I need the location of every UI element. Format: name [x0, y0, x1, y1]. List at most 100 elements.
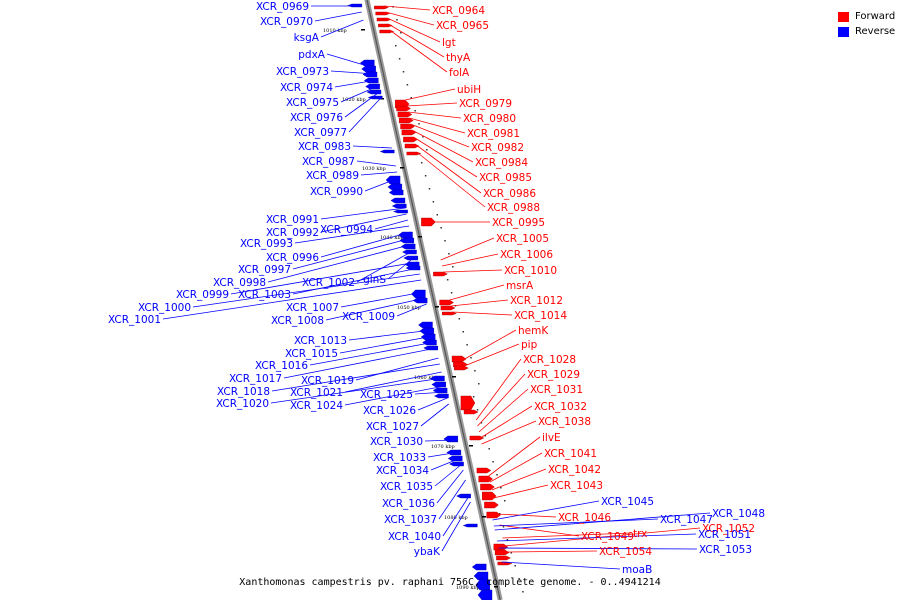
reverse-leader-line: [339, 335, 434, 354]
reverse-gene-label: XCR_1033: [373, 452, 426, 464]
forward-leader-line: [388, 23, 445, 58]
reverse-gene-label: pdxA: [298, 49, 326, 61]
reverse-gene-arrow: [363, 77, 379, 84]
forward-swatch: [838, 11, 849, 22]
forward-gene-label: XCR_0979: [459, 98, 512, 110]
forward-gene-label: XCR_0964: [432, 5, 485, 17]
reverse-gene-label: XCR_1024: [290, 400, 343, 412]
reverse-gene-label: XCR_1036: [382, 498, 435, 510]
reverse-gene-label: XCR_1026: [363, 405, 416, 417]
marker-dot: [470, 357, 472, 359]
reverse-leader-line: [355, 357, 439, 381]
forward-gene-label: XCR_0982: [471, 142, 524, 154]
forward-gene-arrow: [484, 501, 499, 509]
marker-dot: [422, 136, 424, 138]
marker-dot: [424, 175, 427, 177]
forward-leader-line: [489, 452, 543, 483]
reverse-gene-label: XCR_1030: [370, 436, 423, 448]
reverse-leader-line: [387, 255, 417, 280]
reverse-gene-arrow: [423, 345, 439, 351]
reverse-gene-label: XCR_1040: [388, 531, 441, 543]
legend-label-forward: Forward: [855, 11, 896, 22]
tick-mark: [435, 306, 439, 308]
reverse-leader-line: [352, 145, 392, 149]
tick-label: 1040 kbp: [380, 235, 404, 241]
reverse-gene-arrow: [447, 455, 463, 462]
reverse-gene-label: XCR_1001: [108, 314, 161, 326]
reverse-gene-label: XCR_1037: [384, 514, 437, 526]
reverse-gene-arrow: [462, 523, 478, 528]
reverse-gene-label: XCR_0987: [302, 156, 355, 168]
reverse-leader-line: [356, 249, 415, 283]
forward-gene-arrow: [451, 355, 467, 363]
reverse-gene-arrow: [347, 3, 363, 8]
reverse-leader-line: [344, 371, 442, 393]
tick-mark: [452, 376, 456, 378]
reverse-gene-label: XCR_0992: [266, 227, 319, 239]
forward-leader-line: [449, 284, 505, 301]
reverse-leader-line: [374, 219, 408, 230]
marker-dot: [502, 526, 505, 528]
reverse-gene-label: XCR_1008: [271, 315, 324, 327]
marker-dot: [432, 201, 435, 203]
reverse-gene-arrow: [443, 435, 458, 443]
reverse-gene-arrow: [431, 381, 447, 388]
forward-leader-line: [502, 532, 632, 539]
forward-gene-arrow: [376, 17, 392, 22]
forward-gene-arrow: [440, 305, 456, 311]
reverse-gene-label: XCR_1015: [285, 348, 338, 360]
reverse-leader-line: [292, 237, 412, 270]
marker-dot: [448, 253, 450, 255]
reverse-gene-arrow: [449, 461, 464, 467]
marker-dot: [462, 331, 464, 333]
forward-gene-arrow: [374, 5, 389, 10]
reverse-leader-line: [309, 341, 435, 366]
reverse-gene-arrow: [432, 387, 448, 394]
forward-gene-label: lgt: [442, 37, 456, 49]
forward-leader-line: [405, 88, 456, 101]
tick-label: 1010 kbp: [323, 28, 347, 34]
reverse-leader-line: [283, 347, 437, 379]
marker-dot: [420, 162, 423, 164]
tick-mark: [418, 236, 422, 238]
marker-dot: [440, 227, 442, 229]
reverse-leader-line: [340, 291, 424, 308]
marker-dot: [510, 552, 513, 554]
reverse-leader-line: [348, 97, 382, 133]
marker-dot: [402, 71, 405, 73]
reverse-leader-line: [364, 177, 399, 192]
forward-leader-line: [488, 436, 541, 477]
reverse-gene-arrow: [388, 189, 404, 196]
forward-gene-label: hemK: [518, 325, 549, 337]
reverse-gene-label: XCR_0970: [260, 16, 313, 28]
tick-mark: [361, 29, 365, 31]
forward-gene-label: ilvE: [542, 432, 561, 444]
reverse-gene-arrow: [405, 265, 421, 271]
marker-dot: [450, 292, 453, 294]
reverse-gene-label: XCR_1018: [217, 386, 270, 398]
tick-label: 1030 kbp: [362, 166, 386, 172]
reverse-leader-line: [325, 297, 426, 321]
reverse-leader-line: [417, 397, 448, 411]
reverse-leader-line: [348, 329, 433, 341]
reverse-gene-label: XCR_0975: [286, 97, 339, 109]
legend-item-reverse: Reverse: [838, 24, 895, 39]
forward-gene-label: XCR_1038: [538, 416, 591, 428]
reverse-leader-line: [360, 171, 398, 176]
reverse-gene-label: XCR_1051: [698, 529, 751, 541]
reverse-leader-line: [334, 79, 377, 88]
reverse-gene-arrow: [391, 203, 407, 209]
reverse-gene-label: XCR_1013: [294, 335, 347, 347]
forward-gene-arrow: [442, 311, 457, 316]
forward-gene-arrow: [397, 111, 413, 118]
reverse-leader-line: [396, 303, 427, 317]
reverse-leader-line: [320, 207, 406, 220]
forward-gene-label: XCR_1041: [544, 448, 597, 460]
reverse-leader-line: [344, 385, 445, 406]
reverse-gene-label: XCR_1007: [286, 302, 339, 314]
marker-dot: [476, 409, 479, 411]
forward-gene-arrow: [476, 467, 492, 474]
forward-gene-arrow: [400, 123, 415, 130]
reverse-leader-line: [424, 439, 457, 442]
forward-leader-line: [384, 5, 431, 11]
